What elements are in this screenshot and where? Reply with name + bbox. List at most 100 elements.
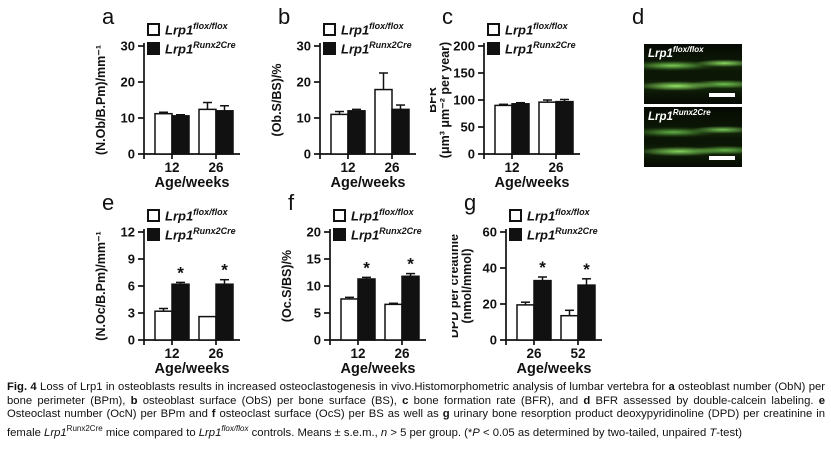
- scale-bar: [709, 92, 735, 97]
- calcein-image-label-mutant: Lrp1Runx2Cre: [648, 108, 711, 123]
- calcein-image-mutant: Lrp1Runx2Cre: [644, 107, 742, 167]
- svg-text:26: 26: [526, 346, 542, 361]
- legend-row-mutant: Lrp1Runx2Cre: [147, 39, 236, 58]
- svg-text:12: 12: [504, 160, 519, 175]
- calcein-image-control: Lrp1flox/flox: [644, 44, 742, 104]
- svg-text:26: 26: [208, 160, 224, 175]
- legend-swatch-mutant: [147, 228, 160, 241]
- chart-legend: Lrp1flox/flox Lrp1Runx2Cre: [487, 20, 576, 58]
- legend-swatch-mutant: [333, 228, 346, 241]
- legend-swatch-control: [147, 23, 160, 36]
- svg-text:(N.Ob/B.Pm)/mm⁻¹: (N.Ob/B.Pm)/mm⁻¹: [94, 45, 108, 155]
- legend-swatch-mutant: [323, 42, 336, 55]
- legend-label-control: Lrp1flox/flox: [165, 207, 228, 224]
- svg-text:26: 26: [394, 346, 410, 361]
- legend-label-mutant: Lrp1Runx2Cre: [527, 226, 598, 243]
- svg-text:0: 0: [468, 147, 475, 162]
- chart-legend: Lrp1flox/flox Lrp1Runx2Cre: [323, 20, 412, 58]
- svg-text:26: 26: [548, 160, 564, 175]
- legend-row-mutant: Lrp1Runx2Cre: [333, 225, 422, 244]
- legend-swatch-mutant: [487, 42, 500, 55]
- panel-c: c 0 50 100 150 200 12 26 Age/weeks BFR (μm³ μm⁻² …: [430, 4, 620, 192]
- svg-text:(Oc.S/BS)/%: (Oc.S/BS)/%: [280, 250, 294, 322]
- svg-text:12: 12: [121, 225, 135, 240]
- legend-label-control: Lrp1flox/flox: [351, 207, 414, 224]
- svg-text:0: 0: [128, 147, 135, 162]
- legend-label-mutant: Lrp1Runx2Cre: [165, 40, 236, 57]
- svg-text:12: 12: [164, 160, 179, 175]
- svg-text:10: 10: [297, 111, 311, 126]
- svg-text:20: 20: [297, 75, 311, 90]
- svg-text:52: 52: [570, 346, 585, 361]
- svg-text:(μm³ μm⁻² per year): (μm³ μm⁻² per year): [438, 42, 452, 158]
- svg-text:DPD per creatinie: DPD per creatinie: [452, 234, 461, 338]
- legend-swatch-mutant: [509, 228, 522, 241]
- legend-swatch-control: [147, 209, 160, 222]
- legend-row-control: Lrp1flox/flox: [333, 206, 422, 225]
- svg-text:Age/weeks: Age/weeks: [155, 175, 230, 190]
- svg-text:0: 0: [304, 147, 311, 162]
- svg-text:*: *: [177, 263, 184, 282]
- panel-letter-g: g: [464, 190, 477, 215]
- legend-label-mutant: Lrp1Runx2Cre: [351, 226, 422, 243]
- legend-swatch-control: [333, 209, 346, 222]
- svg-text:(Ob.S/BS)/%: (Ob.S/BS)/%: [270, 64, 284, 137]
- svg-text:60: 60: [483, 225, 497, 240]
- panel-d: d Lrp1flox/flox Lrp1Runx2Cre: [620, 4, 810, 192]
- scale-bar: [709, 155, 735, 160]
- legend-swatch-mutant: [147, 42, 160, 55]
- svg-text:20: 20: [483, 297, 497, 312]
- figure-caption: Fig. 4 Loss of Lrp1 in osteoblasts resul…: [7, 381, 826, 439]
- panel-letter-d: d: [632, 4, 645, 29]
- svg-text:50: 50: [461, 120, 475, 135]
- svg-text:5: 5: [314, 306, 321, 321]
- svg-text:12: 12: [350, 346, 365, 361]
- legend-row-control: Lrp1flox/flox: [323, 20, 412, 39]
- svg-text:12: 12: [340, 160, 355, 175]
- legend-label-control: Lrp1flox/flox: [165, 21, 228, 38]
- legend-row-control: Lrp1flox/flox: [147, 206, 236, 225]
- panel-a: a 0 10 20 30 12 26 Age/weeks (N.Ob/B.Pm)/mm⁻¹ L…: [90, 4, 280, 192]
- legend-label-control: Lrp1flox/flox: [341, 21, 404, 38]
- svg-text:26: 26: [208, 346, 224, 361]
- svg-text:Age/weeks: Age/weeks: [341, 361, 416, 376]
- legend-row-mutant: Lrp1Runx2Cre: [487, 39, 576, 58]
- svg-text:*: *: [407, 255, 414, 274]
- panel-f: f 0 5 10 15 20 12 26 Age/weeks (Oc.S/BS)/% * * Lrp…: [276, 190, 466, 378]
- svg-text:*: *: [583, 260, 590, 279]
- svg-text:6: 6: [128, 279, 135, 294]
- chart-legend: Lrp1flox/flox Lrp1Runx2Cre: [147, 206, 236, 244]
- svg-text:Age/weeks: Age/weeks: [495, 175, 570, 190]
- svg-text:0: 0: [314, 333, 321, 348]
- chart-legend: Lrp1flox/flox Lrp1Runx2Cre: [333, 206, 422, 244]
- chart-legend: Lrp1flox/flox Lrp1Runx2Cre: [509, 206, 598, 244]
- legend-row-control: Lrp1flox/flox: [487, 20, 576, 39]
- legend-row-mutant: Lrp1Runx2Cre: [509, 225, 598, 244]
- panel-letter-e: e: [102, 190, 115, 215]
- chart-legend: Lrp1flox/flox Lrp1Runx2Cre: [147, 20, 236, 58]
- panel-g: g 0 20 40 60 26 52 Age/weeks DPD per creatinie(…: [452, 190, 642, 378]
- svg-text:0: 0: [490, 333, 497, 348]
- svg-text:200: 200: [453, 39, 475, 54]
- calcein-image-label-control: Lrp1flox/flox: [648, 45, 704, 60]
- svg-text:9: 9: [128, 252, 135, 267]
- panel-letter-b: b: [278, 4, 291, 29]
- svg-text:12: 12: [164, 346, 179, 361]
- svg-text:15: 15: [307, 252, 321, 267]
- panel-e: e 0 3 6 9 12 12 26 Age/weeks (N.Oc/B.Pm)/mm⁻¹ * * …: [90, 190, 280, 378]
- svg-text:BFR: BFR: [430, 87, 439, 113]
- svg-text:0: 0: [128, 333, 135, 348]
- panel-b: b 0 10 20 30 12 26 Age/weeks (Ob.S/BS)/% Lrp1fl…: [266, 4, 456, 192]
- svg-text:26: 26: [384, 160, 400, 175]
- legend-swatch-control: [487, 23, 500, 36]
- legend-row-mutant: Lrp1Runx2Cre: [323, 39, 412, 58]
- panel-letter-a: a: [102, 4, 115, 29]
- legend-row-control: Lrp1flox/flox: [509, 206, 598, 225]
- svg-text:10: 10: [121, 111, 135, 126]
- legend-label-control: Lrp1flox/flox: [527, 207, 590, 224]
